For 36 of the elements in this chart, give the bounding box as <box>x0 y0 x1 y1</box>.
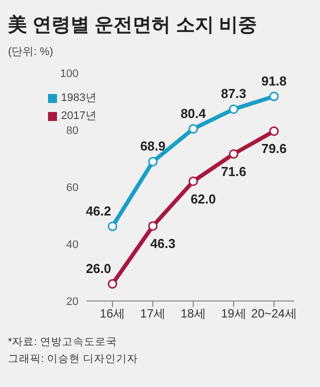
data-label: 71.6 <box>220 164 246 179</box>
data-label: 62.0 <box>190 191 216 206</box>
x-tick-label: 19세 <box>220 306 246 321</box>
data-label: 26.0 <box>86 260 112 276</box>
y-tick-label: 80 <box>66 124 78 137</box>
data-label: 68.9 <box>140 138 166 154</box>
data-label: 46.3 <box>150 236 176 252</box>
point <box>228 149 238 159</box>
chart-title: 美 연령별 운전면허 소지 비중 <box>8 13 258 38</box>
x-tick-label: 16세 <box>100 306 126 321</box>
y-tick-label: 100 <box>60 68 78 80</box>
point <box>108 222 118 232</box>
y-tick-label: 60 <box>66 182 78 194</box>
point <box>269 126 279 136</box>
legend-label: 1983년 <box>61 92 96 104</box>
x-tick-label: 20~24세 <box>251 306 297 321</box>
y-tick-label: 20 <box>66 296 78 308</box>
x-tick-label: 17세 <box>140 306 166 321</box>
data-label: 80.4 <box>180 106 207 121</box>
x-tick-label: 18세 <box>180 306 206 321</box>
chart-subtitle: (단위: %) <box>8 45 54 59</box>
point <box>188 124 198 134</box>
point <box>148 156 158 166</box>
y-tick-label: 40 <box>66 238 78 251</box>
point <box>269 92 279 102</box>
data-label: 87.3 <box>220 86 246 102</box>
point <box>108 279 118 289</box>
data-label: 91.8 <box>261 73 287 88</box>
legend-label: 2017년 <box>61 110 96 122</box>
point <box>228 104 238 114</box>
text: 그래픽: 이승현 디자인기자 <box>8 352 139 366</box>
text: *자료: 연방고속도로국 <box>8 335 118 349</box>
point <box>148 221 158 231</box>
data-label: 46.2 <box>86 203 112 218</box>
data-label: 79.6 <box>261 141 287 156</box>
point <box>188 176 198 186</box>
